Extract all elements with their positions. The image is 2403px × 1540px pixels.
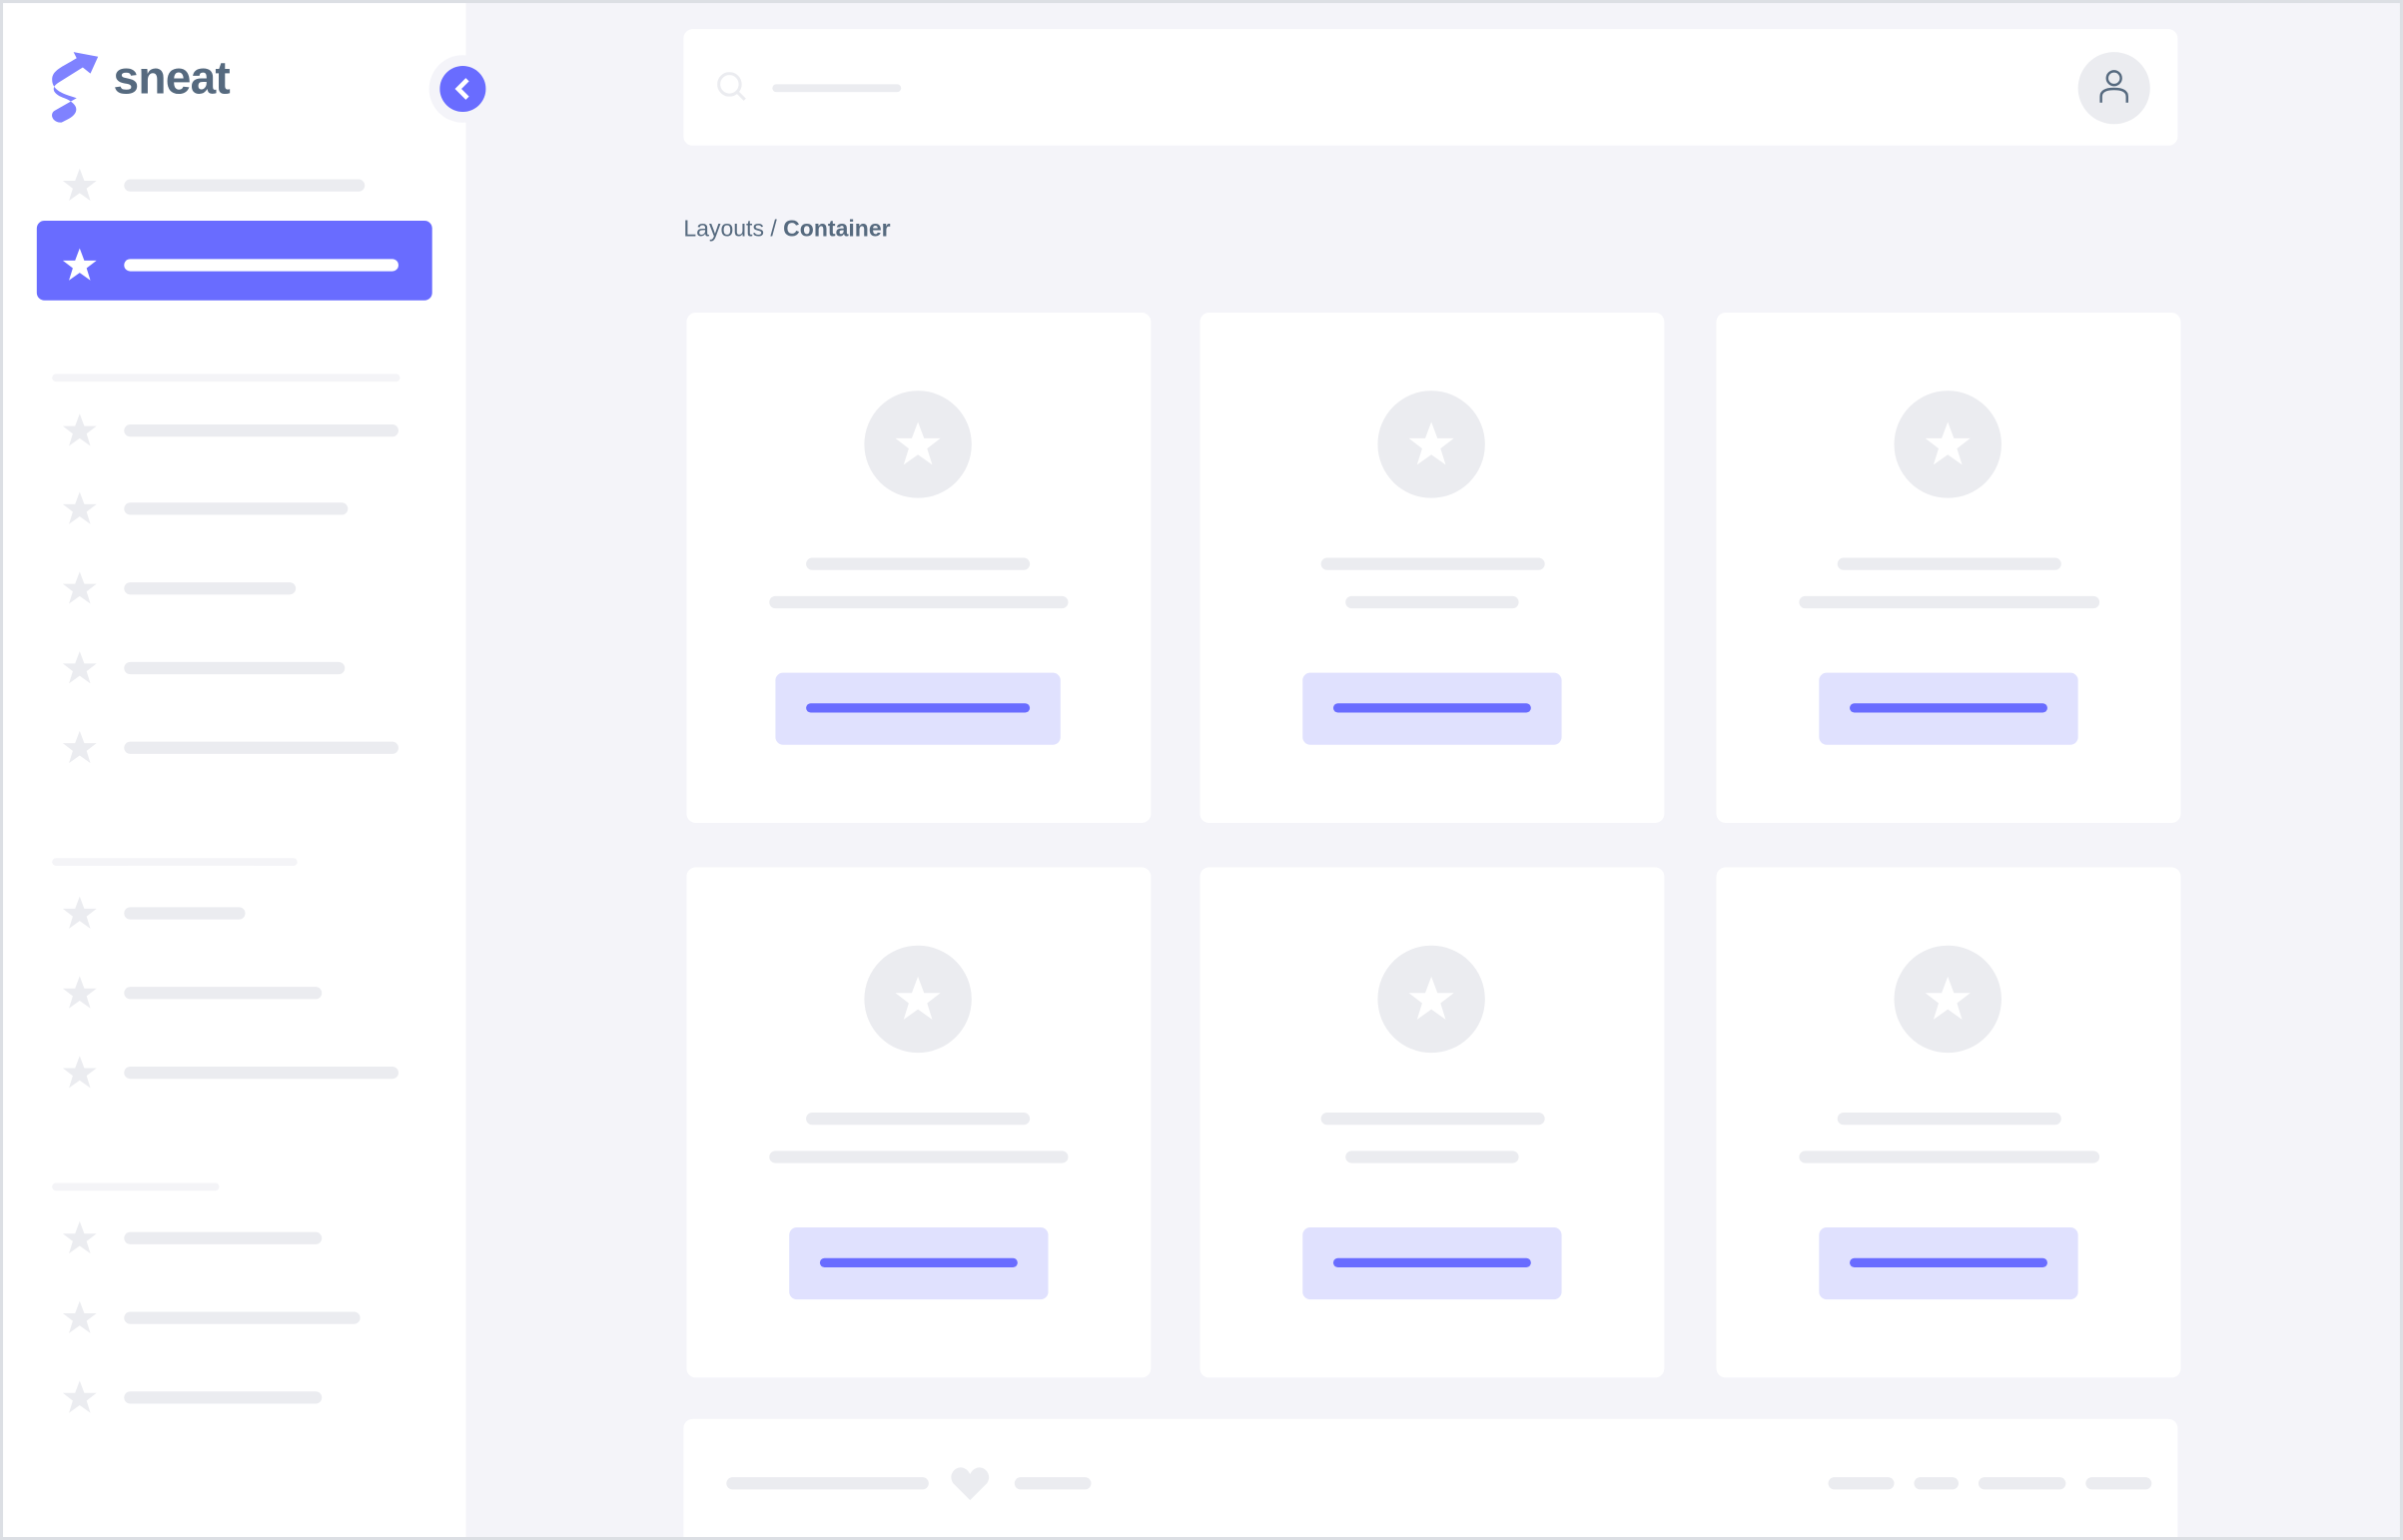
card-text (769, 595, 1069, 609)
sidebar-item[interactable] (124, 987, 323, 1000)
star-icon (1408, 421, 1454, 465)
star-icon (62, 1056, 97, 1089)
breadcrumb-current: Container (783, 216, 891, 243)
sidebar-item[interactable] (124, 259, 399, 272)
chevron-left-icon[interactable] (439, 65, 486, 113)
card-text (1799, 595, 2100, 609)
star-icon (62, 1380, 97, 1413)
heart-icon (951, 1467, 990, 1501)
breadcrumb-separator: / (763, 216, 784, 243)
star-icon (895, 976, 941, 1020)
breadcrumb-parent[interactable]: Layouts (683, 216, 764, 243)
sidebar-item[interactable] (124, 741, 399, 754)
card-button[interactable] (1819, 1227, 2078, 1300)
footer-link[interactable] (1014, 1477, 1092, 1490)
top-navbar (683, 29, 2178, 146)
star-icon (62, 248, 97, 281)
card-text (1345, 1151, 1519, 1163)
footer-link[interactable] (1828, 1477, 1895, 1490)
card-button-label (819, 1257, 1018, 1267)
card-text (1345, 595, 1519, 609)
sidebar-section-header (52, 374, 400, 383)
sidebar-item[interactable] (124, 1391, 323, 1404)
card-title (1320, 1112, 1545, 1126)
card-icon-circle (864, 390, 972, 498)
card-icon-circle (1377, 945, 1485, 1054)
sidebar: sneat (3, 3, 497, 1538)
card-title (806, 1112, 1031, 1126)
user-icon (2099, 70, 2128, 103)
card (1716, 313, 2181, 823)
sidebar-section-header (52, 858, 298, 866)
card-button[interactable] (775, 672, 1061, 745)
sidebar-item[interactable] (124, 1066, 399, 1080)
star-icon (62, 730, 97, 764)
card-title (1837, 1112, 2061, 1126)
breadcrumb: Layouts / Container (683, 216, 890, 242)
star-icon (1925, 421, 1971, 465)
footer-link[interactable] (2085, 1477, 2152, 1490)
star-icon (62, 1220, 97, 1254)
card (686, 313, 1152, 823)
sidebar-section-header (52, 1182, 220, 1191)
card-button[interactable] (1302, 1227, 1562, 1300)
sidebar-item[interactable] (124, 502, 349, 515)
star-icon (62, 1300, 97, 1333)
search-icon[interactable] (717, 72, 748, 103)
star-icon (1925, 976, 1971, 1020)
footer (683, 1418, 2178, 1538)
card-text (769, 1151, 1069, 1163)
star-icon (62, 491, 97, 524)
sidebar-item[interactable] (124, 179, 366, 192)
sidebar-item[interactable] (124, 424, 399, 437)
card-title (1837, 557, 2061, 570)
sidebar-item[interactable] (124, 582, 297, 595)
sidebar-item[interactable] (124, 1231, 323, 1244)
card-button-label (1332, 703, 1531, 713)
sidebar-item[interactable] (124, 907, 246, 920)
star-icon (895, 421, 941, 465)
star-icon (62, 651, 97, 684)
card (1716, 867, 2181, 1378)
user-avatar[interactable] (2077, 52, 2150, 125)
footer-text (726, 1477, 929, 1490)
star-icon (62, 168, 97, 202)
card-button[interactable] (1819, 672, 2078, 745)
card-icon-circle (864, 945, 972, 1054)
card-title (1320, 557, 1545, 570)
footer-link[interactable] (1914, 1477, 1959, 1490)
card (1200, 313, 1665, 823)
star-icon (62, 413, 97, 446)
footer-link[interactable] (1978, 1477, 2066, 1490)
card-button-label (1332, 1257, 1531, 1267)
star-icon (1408, 976, 1454, 1020)
card-button-label (1850, 703, 2047, 713)
card (1200, 867, 1665, 1378)
card-icon-circle (1377, 390, 1485, 498)
search-input[interactable] (772, 84, 902, 93)
card-button-label (1850, 1257, 2047, 1267)
brand-name: sneat (113, 53, 231, 105)
card-button-label (806, 703, 1031, 713)
card-button[interactable] (789, 1227, 1049, 1300)
sidebar-item[interactable] (124, 661, 346, 675)
card-icon-circle (1894, 390, 2002, 498)
star-icon (62, 976, 97, 1009)
card-button[interactable] (1302, 672, 1562, 745)
card (686, 867, 1152, 1378)
collapse-button[interactable] (428, 55, 497, 123)
sneat-logo-icon (52, 52, 99, 123)
card-text (1799, 1151, 2100, 1163)
star-icon (62, 571, 97, 604)
star-icon (62, 896, 97, 929)
sidebar-item[interactable] (124, 1311, 361, 1324)
card-title (806, 557, 1031, 570)
card-icon-circle (1894, 945, 2002, 1054)
